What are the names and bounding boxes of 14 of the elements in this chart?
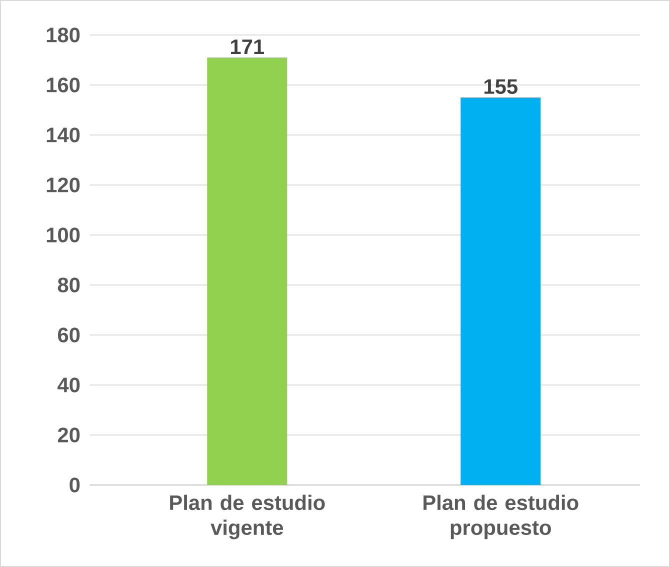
y-tick-label: 20 (58, 428, 80, 442)
y-tick-label: 80 (58, 278, 80, 292)
y-tick-label: 0 (70, 478, 80, 492)
y-tick-label: 40 (58, 378, 80, 392)
data-label: 155 (484, 79, 518, 94)
x-tick-label: Plan de estudio propuesto (424, 494, 578, 540)
y-tick-label: 140 (46, 128, 80, 142)
x-tick-label: Plan de estudio vigente (170, 494, 325, 540)
y-tick-label: 120 (46, 178, 80, 192)
data-label: 171 (231, 40, 264, 54)
y-tick-label: 60 (58, 328, 80, 342)
y-tick-label: 180 (46, 28, 80, 42)
y-tick-label: 100 (46, 228, 80, 242)
y-tick-label: 160 (46, 78, 80, 92)
